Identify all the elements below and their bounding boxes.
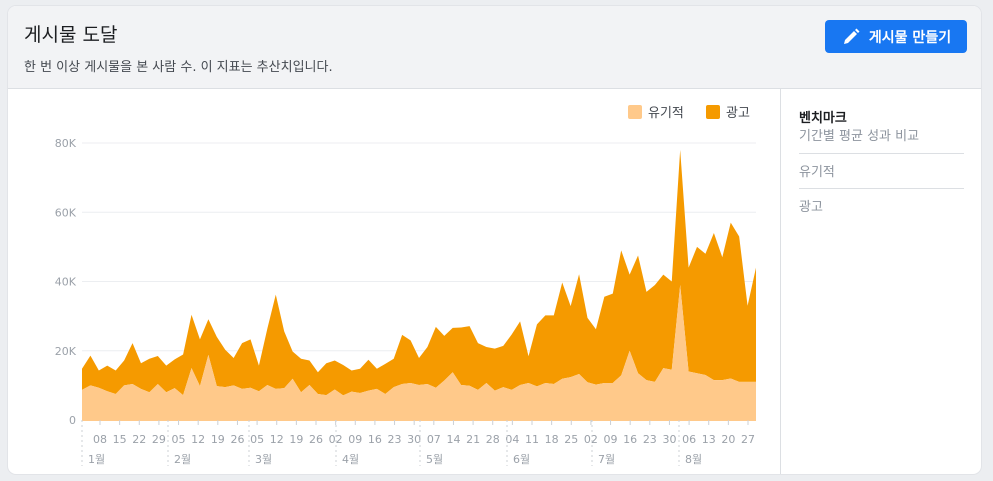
- reach-area-chart: 0 20K 40K 60K 80K 08 15 22 29 05 12 19 26 05 12 19 26 02 0…: [55, 137, 756, 466]
- series-area-ads: [82, 149, 756, 396]
- legend-swatch-organic: [628, 104, 642, 119]
- y-tick-label: 20K: [55, 345, 77, 358]
- x-tick-label: 06: [682, 433, 696, 446]
- card-header: 게시물 도달 한 번 이상 게시물을 본 사람 수. 이 지표는 추산치입니다.…: [8, 6, 981, 89]
- legend-swatch-ads: [706, 104, 720, 119]
- x-tick-label: 09: [604, 433, 618, 446]
- legend-ads[interactable]: 광고: [706, 102, 750, 121]
- x-tick-label: 15: [113, 433, 127, 446]
- month-label: 7월: [598, 453, 615, 466]
- x-tick-label: 16: [623, 433, 637, 446]
- benchmark-subtitle: 기간별 평균 성과 비교: [799, 129, 920, 144]
- benchmark-item-organic[interactable]: 유기적: [799, 153, 964, 180]
- x-tick-label: 20: [721, 433, 735, 446]
- y-tick-label: 60K: [55, 206, 77, 219]
- benchmark-title: 벤치마크: [799, 111, 847, 126]
- x-tick-label: 12: [270, 433, 284, 446]
- benchmark-item-ads[interactable]: 광고: [799, 188, 964, 215]
- x-tick-label: 02: [584, 433, 598, 446]
- create-post-button[interactable]: 게시물 만들기: [825, 20, 967, 53]
- x-tick-label: 12: [191, 433, 205, 446]
- x-tick-label: 07: [427, 433, 441, 446]
- x-tick-label: 21: [466, 433, 480, 446]
- x-tick-label: 22: [132, 433, 146, 446]
- legend-organic[interactable]: 유기적: [628, 102, 684, 121]
- x-tick-label: 30: [407, 433, 421, 446]
- x-tick-label: 04: [505, 433, 519, 446]
- series-area-organic: [82, 284, 756, 420]
- x-tick-label: 19: [289, 433, 303, 446]
- x-tick-label: 11: [525, 433, 539, 446]
- y-tick-label: 40K: [55, 276, 77, 289]
- x-tick-label: 05: [172, 433, 186, 446]
- legend-label-organic: 유기적: [648, 106, 684, 121]
- page-subtitle: 한 번 이상 게시물을 본 사람 수. 이 지표는 추산치입니다.: [24, 60, 333, 75]
- x-tick-label: 16: [368, 433, 382, 446]
- month-label: 6월: [513, 453, 530, 466]
- x-tick-label: 14: [446, 433, 460, 446]
- month-label: 2월: [174, 453, 191, 466]
- x-tick-label: 19: [211, 433, 225, 446]
- x-tick-label: 29: [152, 433, 166, 446]
- x-tick-label: 27: [741, 433, 755, 446]
- x-tick-label: 25: [564, 433, 578, 446]
- create-post-label: 게시물 만들기: [868, 29, 952, 46]
- x-tick-label: 30: [662, 433, 676, 446]
- y-tick-label: 0: [69, 414, 76, 427]
- benchmark-panel: 벤치마크 기간별 평균 성과 비교 유기적 광고: [780, 89, 981, 474]
- x-tick-label: 23: [643, 433, 657, 446]
- page-title: 게시물 도달: [24, 24, 118, 46]
- x-tick-label: 05: [250, 433, 264, 446]
- x-tick-label: 26: [309, 433, 323, 446]
- x-tick-label: 23: [388, 433, 402, 446]
- month-label: 8월: [685, 453, 702, 466]
- x-tick-label: 08: [93, 433, 107, 446]
- x-tick-label: 02: [329, 433, 343, 446]
- month-label: 5월: [426, 453, 443, 466]
- pencil-icon: [843, 28, 860, 44]
- month-label: 4월: [342, 453, 359, 466]
- month-label: 1월: [88, 453, 105, 466]
- x-tick-label: 18: [545, 433, 559, 446]
- x-tick-label: 09: [348, 433, 362, 446]
- legend-label-ads: 광고: [726, 106, 750, 121]
- x-tick-label: 26: [230, 433, 244, 446]
- y-tick-label: 80K: [55, 137, 77, 150]
- x-tick-label: 13: [702, 433, 716, 446]
- month-label: 3월: [255, 453, 272, 466]
- x-tick-label: 28: [486, 433, 500, 446]
